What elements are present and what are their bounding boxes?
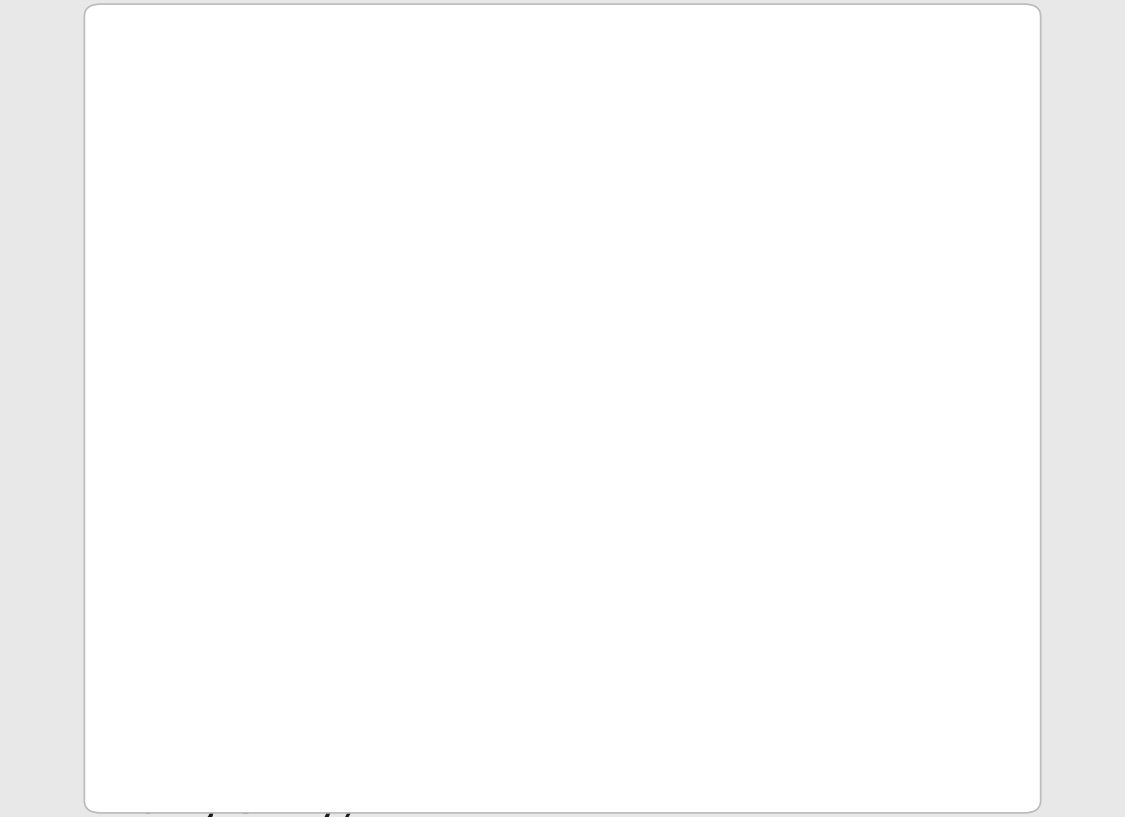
Text: of gravity): of gravity): [135, 779, 358, 817]
Text: A  16.4: A 16.4: [135, 77, 287, 119]
Text: magnitude of the acceleration: magnitude of the acceleration: [135, 726, 784, 769]
Text: lowered by a rope.   The mass: lowered by a rope. The mass: [135, 175, 783, 217]
Text: tension in the rope (in: tension in the rope (in: [135, 555, 623, 597]
Text: kg: kg: [287, 77, 340, 119]
Text: g: g: [255, 636, 282, 679]
Text: .   Determine the: . Determine the: [304, 457, 669, 499]
Text: 1.663: 1.663: [135, 457, 272, 499]
Text: ).: ).: [656, 555, 686, 597]
Text: mass  is  being: mass is being: [340, 77, 675, 119]
Text: $s^2$: $s^2$: [274, 489, 302, 516]
Text: $s^2$: $s^2$: [398, 668, 425, 696]
Text: =: =: [282, 636, 372, 679]
Text: (use: (use: [135, 636, 255, 679]
Text: $m$: $m$: [273, 433, 302, 461]
Text: is accelerating downward with: is accelerating downward with: [135, 277, 789, 319]
Text: an acceleration of magnitude: an acceleration of magnitude: [135, 375, 767, 417]
Text: N: N: [623, 555, 656, 597]
Text: as the: as the: [450, 636, 611, 679]
Text: $9.8m$: $9.8m$: [375, 613, 449, 641]
